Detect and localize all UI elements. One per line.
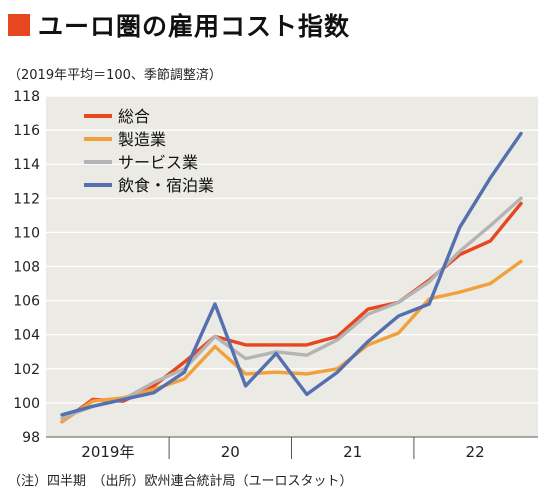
series-line-4 [60, 131, 523, 417]
y-tick-label: 104 [13, 328, 40, 344]
source-footnote: （注）四半期 （出所）欧州連合統計局（ユーロスタット） [8, 474, 353, 489]
x-group-label: 2019年 [81, 443, 134, 461]
y-tick-label: 106 [13, 294, 40, 310]
x-axis: 2019年 20 21 22 [46, 436, 538, 461]
y-tick-label: 110 [13, 225, 40, 241]
y-tick-label: 116 [13, 123, 40, 139]
title-accent-square [8, 14, 30, 36]
y-tick-label: 114 [13, 157, 40, 173]
chart-title: ユーロ圏の雇用コスト指数 [38, 12, 351, 41]
legend-label-1: 総合 [118, 107, 150, 126]
y-tick-label: 112 [13, 191, 40, 207]
y-tick-label: 100 [13, 396, 40, 412]
x-group-label: 22 [466, 443, 485, 461]
series-lines [60, 131, 523, 424]
y-tick-label: 118 [13, 89, 40, 105]
y-axis-ticks: 98 100 102 104 106 108 110 112 114 116 118 [13, 89, 40, 446]
y-tick-label: 102 [13, 362, 40, 378]
x-group-label: 21 [343, 443, 362, 461]
chart-subtitle: （2019年平均＝100、季節調整済） [8, 68, 222, 83]
title-row: ユーロ圏の雇用コスト指数 [8, 8, 350, 42]
x-group-label: 20 [221, 443, 240, 461]
legend-label-4: 飲食・宿泊業 [118, 176, 214, 195]
legend-label-2: 製造業 [118, 130, 166, 149]
legend-label-3: サービス業 [118, 153, 198, 172]
y-tick-label: 108 [13, 260, 40, 276]
y-tick-label: 98 [22, 430, 40, 446]
